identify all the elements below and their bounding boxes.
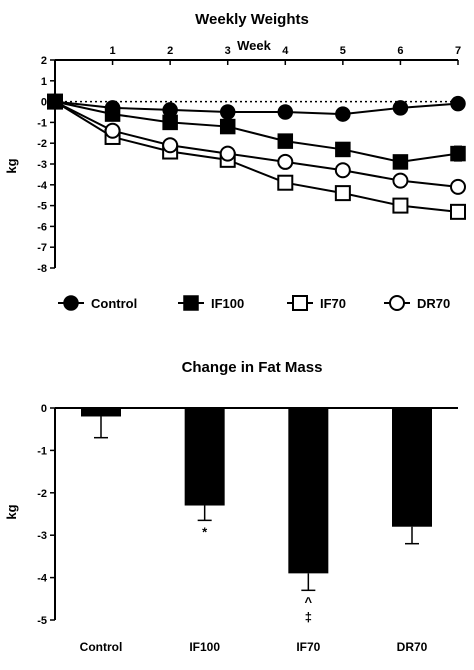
legend-label: IF100 — [211, 296, 244, 311]
data-point — [335, 106, 351, 122]
line-x-tick-label: 6 — [397, 45, 403, 57]
data-point — [277, 104, 294, 120]
bar-group-dr70: DR70 — [392, 408, 432, 654]
line-x-tick-label: 4 — [282, 45, 289, 57]
fat-mass-chart: Change in Fat Mass kg 0 -1 -2 -3 -4 -5 Contro… — [4, 359, 458, 654]
line-y-tick-label: -2 — [37, 138, 47, 150]
bar-category-label: DR70 — [397, 640, 428, 654]
line-y-tick-label: 1 — [41, 76, 47, 88]
data-point — [277, 133, 294, 149]
data-point — [450, 178, 466, 195]
legend-marker — [63, 295, 79, 311]
line-y-tick-label: -6 — [37, 221, 47, 233]
line-x-tick-label: 2 — [167, 45, 173, 57]
data-point — [392, 197, 409, 214]
data-point — [219, 104, 236, 120]
line-chart-title: Weekly Weights — [195, 11, 309, 28]
data-point — [392, 100, 409, 116]
line-y-tick-label: 0 — [41, 97, 47, 109]
bar-chart-bars: Control IF100 * IF70 ^ ‡ DR70 — [80, 408, 432, 654]
bar-chart-ylabel: kg — [4, 504, 19, 519]
line-chart-axes: 2 1 0 -1 -2 -3 -4 -5 -6 -7 -8 1 2 3 4 5 6 7 — [37, 45, 461, 275]
data-point — [104, 122, 121, 139]
line-y-tick-label: -7 — [37, 242, 47, 254]
series-line — [54, 100, 459, 188]
line-chart-xlabel: Week — [237, 38, 271, 53]
line-chart-ylabel: kg — [4, 158, 19, 173]
bar-y-tick-label: -1 — [37, 445, 47, 457]
bar-category-label: IF70 — [296, 640, 320, 654]
bar-group-control: Control — [80, 408, 123, 654]
data-point — [450, 95, 466, 112]
line-chart-series — [47, 93, 466, 220]
legend-label: Control — [91, 296, 137, 311]
legend-marker — [292, 295, 308, 311]
series-line — [54, 100, 459, 213]
series-control — [47, 93, 466, 122]
bar-annotation-line: ^ — [305, 594, 313, 609]
legend-label: DR70 — [417, 296, 450, 311]
bar — [184, 408, 225, 506]
data-point — [219, 118, 236, 135]
bar-y-tick-label: -4 — [37, 573, 48, 585]
bar-annotation: ^ ‡ — [305, 594, 313, 624]
bar — [81, 408, 121, 417]
bar-group-if100: IF100 * — [184, 408, 225, 654]
data-point — [219, 145, 236, 162]
bar-annotation-line: * — [202, 524, 208, 539]
legend-item-if100: IF100 — [178, 295, 244, 311]
bar-y-tick-label: -5 — [37, 615, 47, 627]
bar-chart-axes: 0 -1 -2 -3 -4 -5 — [37, 403, 458, 627]
bar — [392, 408, 432, 527]
data-point — [162, 102, 178, 118]
line-chart-legend: Control IF100 IF70 DR70 — [58, 295, 450, 311]
legend-item-control: Control — [58, 295, 137, 311]
data-point — [47, 93, 63, 110]
series-line — [54, 100, 459, 163]
bar-chart-title: Change in Fat Mass — [182, 359, 323, 376]
data-point — [450, 145, 466, 162]
line-x-tick-label: 3 — [225, 45, 231, 57]
bar-y-tick-label: 0 — [41, 403, 47, 415]
bar-annotation-line: ‡ — [305, 609, 312, 624]
legend-item-dr70: DR70 — [384, 295, 450, 311]
bar-category-label: IF100 — [189, 640, 220, 654]
bar-annotation: * — [202, 524, 208, 539]
data-point — [104, 100, 121, 116]
line-y-tick-label: -3 — [37, 159, 47, 171]
data-point — [334, 162, 351, 179]
data-point — [392, 172, 409, 189]
line-x-tick-label: 7 — [455, 45, 461, 57]
data-point — [277, 153, 294, 170]
data-point — [335, 141, 351, 158]
line-y-tick-label: 2 — [41, 55, 47, 67]
data-point — [277, 174, 294, 191]
line-y-tick-label: -1 — [37, 117, 47, 129]
line-y-tick-label: -8 — [37, 263, 47, 275]
bar — [288, 408, 329, 574]
data-point — [450, 203, 466, 220]
series-line — [54, 100, 459, 116]
bar-category-label: Control — [80, 640, 123, 654]
bar-y-tick-label: -3 — [37, 530, 47, 542]
data-point — [334, 185, 351, 202]
bar-group-if70: IF70 ^ ‡ — [288, 408, 329, 654]
line-x-tick-label: 1 — [110, 45, 116, 57]
legend-label: IF70 — [320, 296, 346, 311]
legend-marker — [183, 295, 199, 311]
line-x-tick-label: 5 — [340, 45, 346, 57]
data-point — [392, 154, 409, 170]
line-y-tick-label: -4 — [37, 180, 48, 192]
weekly-weights-chart: Weekly Weights Week kg 2 1 0 -1 -2 -3 -4 -5 -6 -7… — [4, 11, 466, 311]
line-y-tick-label: -5 — [37, 201, 47, 213]
data-point — [162, 137, 179, 154]
legend-item-if70: IF70 — [287, 295, 346, 311]
legend-marker — [389, 295, 405, 311]
bar-y-tick-label: -2 — [37, 488, 47, 500]
